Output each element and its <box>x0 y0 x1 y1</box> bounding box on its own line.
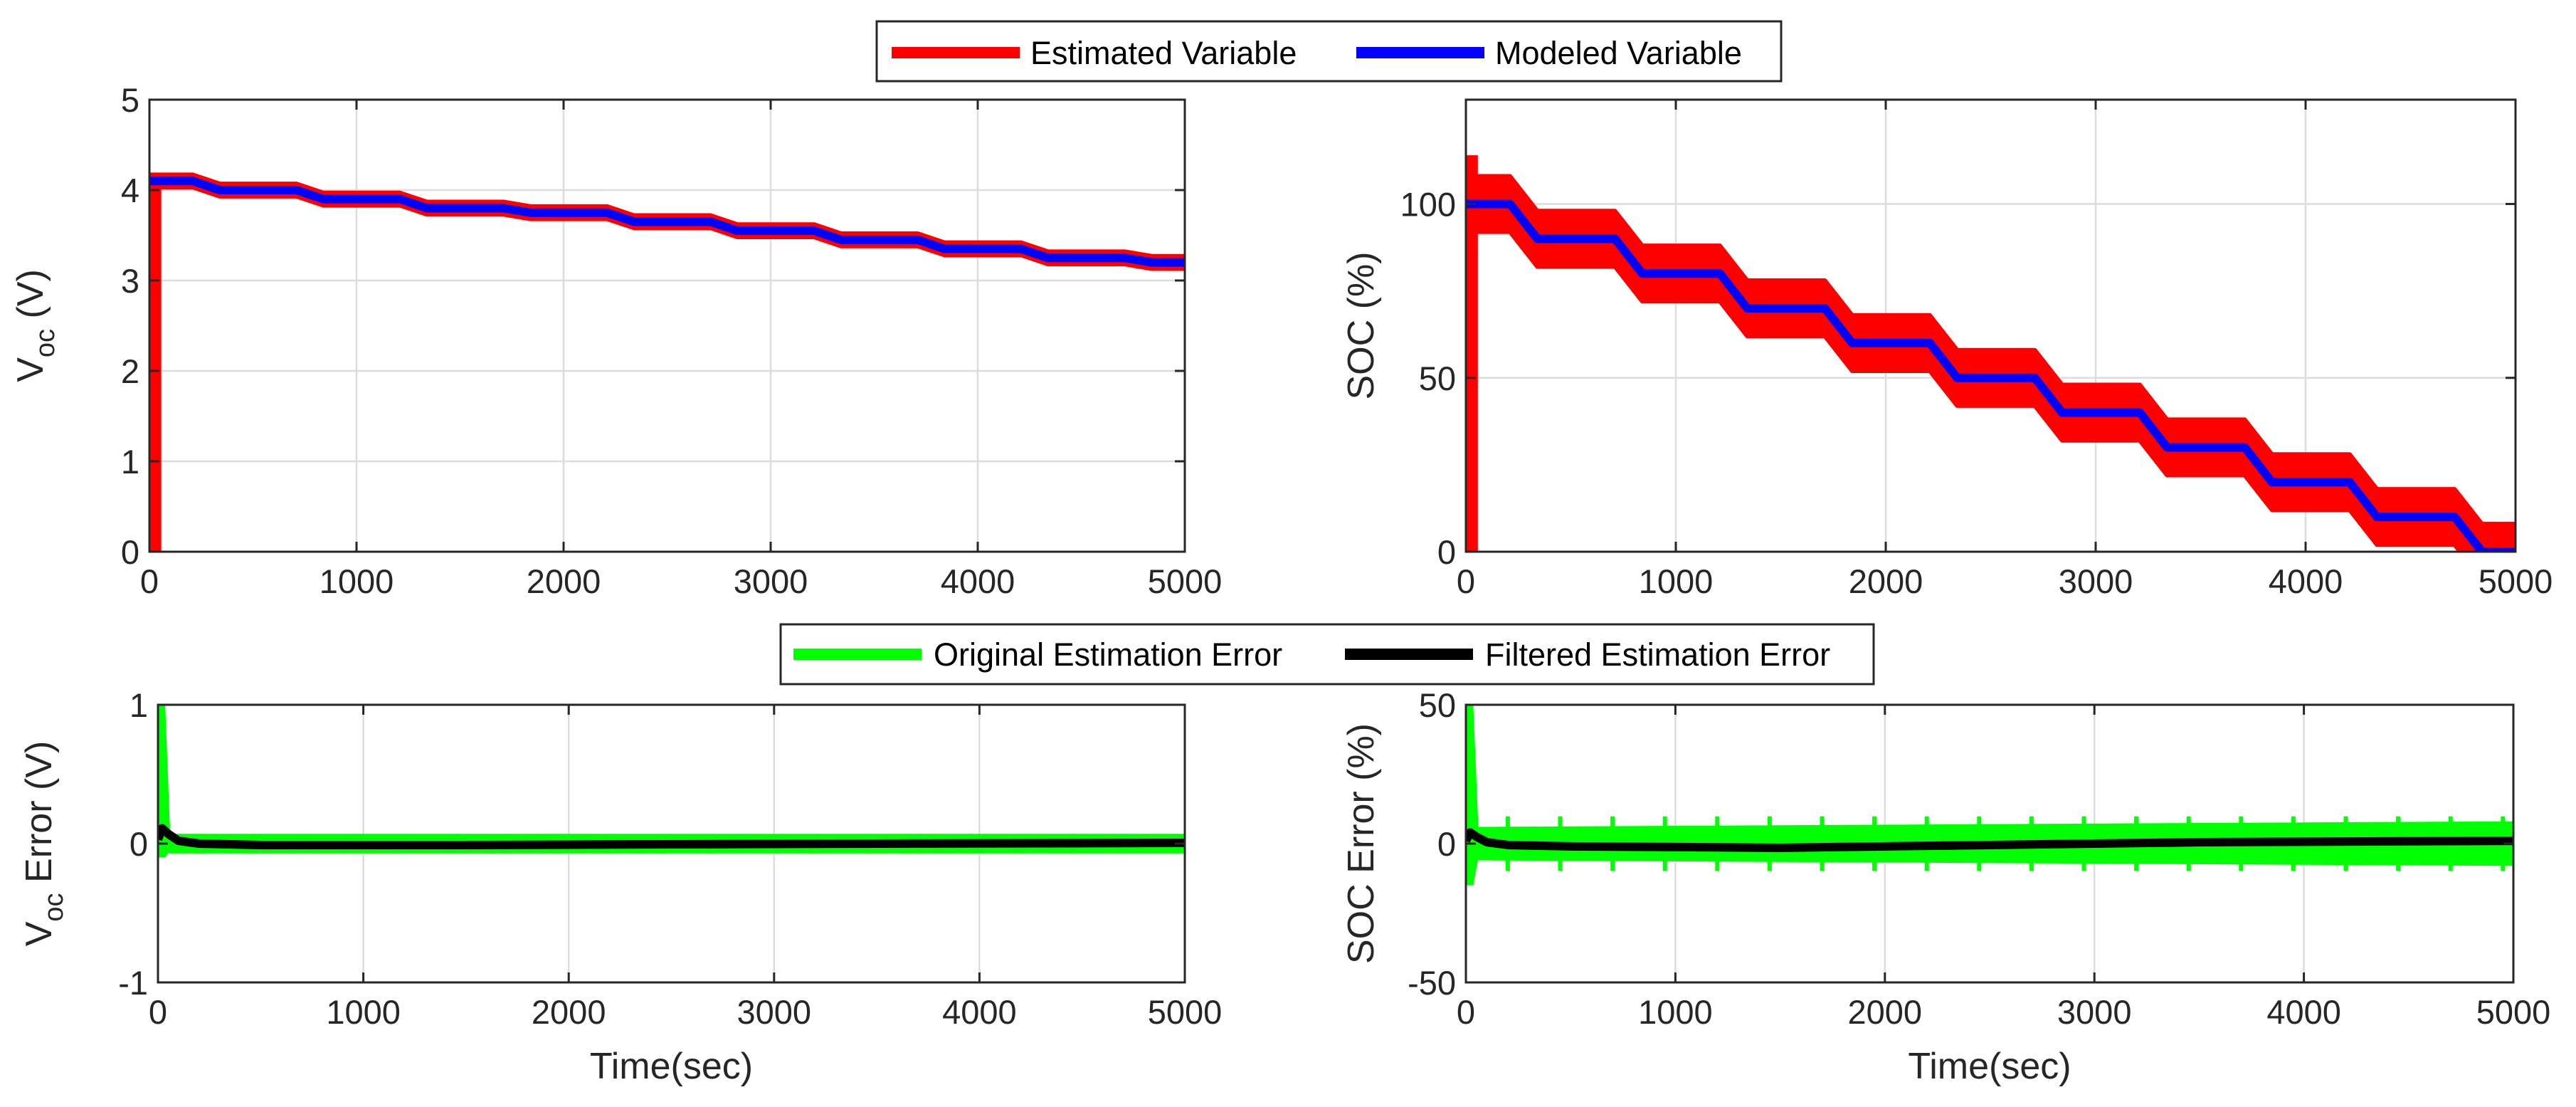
axes-frame-soc <box>1464 98 2517 553</box>
x-tick-label: 2000 <box>1848 993 1923 1031</box>
legend-top-box <box>875 20 1783 83</box>
y-axis-label: Voc (V) <box>10 269 60 382</box>
y-axis-label: SOC Error (%) <box>1341 723 1382 964</box>
x-tick-label: 5000 <box>1148 562 1223 600</box>
series-voc_err-0-spike <box>158 705 171 858</box>
x-tick-label: 5000 <box>2476 993 2551 1031</box>
y-axis-label-main: V <box>10 357 51 382</box>
y-tick-label: 100 <box>1400 186 1456 224</box>
x-tick-label: 3000 <box>2057 993 2132 1031</box>
x-tick-label: 2000 <box>527 562 601 600</box>
legend-bottom-box <box>779 623 1875 686</box>
x-tick-label: 4000 <box>2269 562 2343 600</box>
axes-frame-voc <box>148 98 1186 553</box>
y-axis-label-subscript: oc <box>31 329 60 357</box>
x-tick-label: 4000 <box>941 562 1015 600</box>
y-tick-label: 1 <box>121 443 139 481</box>
x-tick-label: 3000 <box>737 993 812 1031</box>
y-tick-label: -50 <box>1408 964 1456 1002</box>
legend-bottom: Original Estimation Error Filtered Estim… <box>779 623 1875 686</box>
series-voc-1-line <box>149 177 1185 267</box>
x-tick-label: 0 <box>149 993 167 1031</box>
series-soc_err-0-spike <box>1466 705 1479 886</box>
y-tick-label: 2 <box>121 352 139 390</box>
x-tick-label: 5000 <box>2479 562 2553 600</box>
x-tick-label: 1000 <box>1638 993 1713 1031</box>
y-axis-label-rest: (V) <box>10 269 51 329</box>
y-axis-label: Voc Error (V) <box>19 741 69 947</box>
plot-area-voc_err <box>158 705 1185 858</box>
x-tick-label: 3000 <box>734 562 808 600</box>
x-tick-label: 4000 <box>942 993 1017 1031</box>
y-axis-label-rest: Error (V) <box>19 741 60 893</box>
y-tick-label: 1 <box>130 686 148 724</box>
x-tick-label: 5000 <box>1148 993 1223 1031</box>
y-tick-label: 0 <box>121 533 139 571</box>
y-axis-label: SOC (%) <box>1341 252 1382 400</box>
plot-area-soc <box>1466 155 2516 552</box>
y-tick-label: 4 <box>121 172 139 209</box>
y-tick-label: -1 <box>118 964 148 1002</box>
legend-label-estimated: Estimated Variable <box>1030 35 1297 71</box>
y-tick-label: 3 <box>121 262 139 300</box>
x-axis-label: Time(sec) <box>1908 1046 2071 1087</box>
x-tick-label: 2000 <box>1849 562 1923 600</box>
x-tick-label: 0 <box>1457 993 1475 1031</box>
y-tick-label: 5 <box>121 81 139 119</box>
series-soc_err-1-line <box>1466 828 2513 852</box>
x-tick-label: 1000 <box>320 562 394 600</box>
x-tick-label: 0 <box>140 562 159 600</box>
legend-label-modeled: Modeled Variable <box>1495 35 1742 71</box>
legend-label-filtered-error: Filtered Estimation Error <box>1485 636 1830 673</box>
y-tick-label: 50 <box>1419 360 1456 397</box>
x-tick-label: 1000 <box>326 993 401 1031</box>
x-tick-label: 3000 <box>2059 562 2133 600</box>
plot-area-voc <box>149 172 1185 552</box>
y-tick-label: 0 <box>1437 825 1456 863</box>
x-tick-label: 2000 <box>532 993 606 1031</box>
series-voc_err-1-line <box>158 824 1185 849</box>
x-axis-label: Time(sec) <box>590 1046 753 1087</box>
y-axis-label-main: V <box>19 921 60 946</box>
x-tick-label: 4000 <box>2266 993 2341 1031</box>
x-tick-label: 0 <box>1457 562 1475 600</box>
legend-top: Estimated Variable Modeled Variable <box>875 20 1783 83</box>
plot-area-soc_err <box>1466 705 2513 886</box>
legend-label-original-error: Original Estimation Error <box>934 636 1282 673</box>
y-axis-label-subscript: oc <box>39 893 69 921</box>
y-tick-label: 0 <box>130 825 148 863</box>
x-tick-label: 1000 <box>1639 562 1714 600</box>
y-tick-label: 0 <box>1437 533 1456 571</box>
y-tick-label: 50 <box>1419 686 1456 724</box>
axes-voc: 0 1000 2000 3000 4000 5000 0 1 2 3 4 5 Voc (V) <box>10 81 1222 600</box>
series-soc-1-line <box>1466 199 2516 552</box>
axes-soc: 0 1000 2000 3000 4000 5000 0 50 100 SOC (%) <box>1341 98 2553 600</box>
